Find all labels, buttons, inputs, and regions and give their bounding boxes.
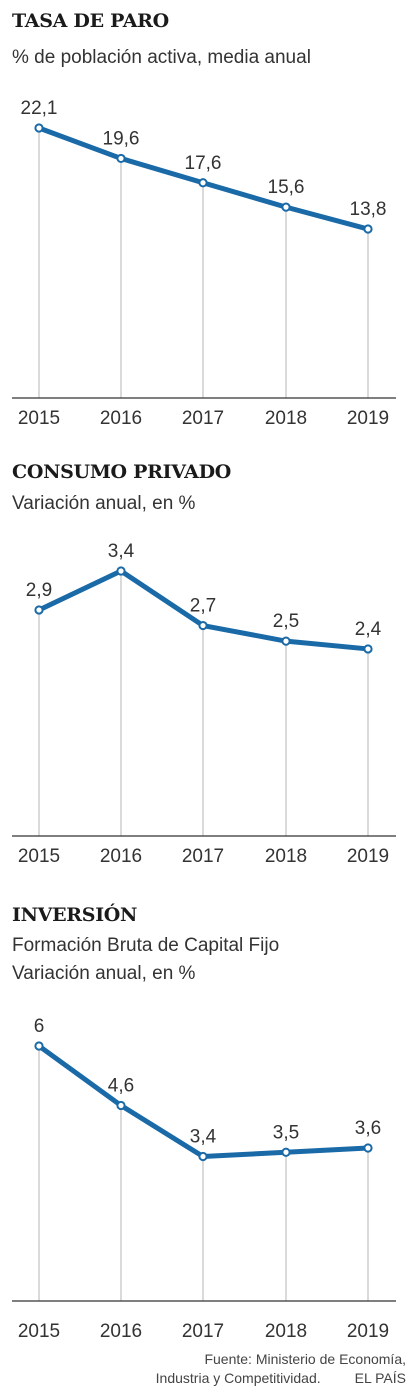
x-tick-label-2017: 2017 <box>182 846 224 867</box>
chart-title-private-consumption: CONSUMO PRIVADO <box>12 461 232 483</box>
data-point-2019 <box>363 644 373 654</box>
data-label-2015: 2,9 <box>26 580 52 601</box>
x-tick-label-2017: 2017 <box>182 408 224 429</box>
x-tick-label-2017: 2017 <box>182 1321 224 1342</box>
data-point-2017 <box>198 178 208 188</box>
data-label-2019: 2,4 <box>355 619 382 640</box>
data-point-2018 <box>281 1147 291 1157</box>
data-point-2017 <box>198 1151 208 1162</box>
data-point-2018 <box>281 636 291 646</box>
x-tick-label-2018: 2018 <box>265 1321 307 1342</box>
data-point-2015 <box>34 123 44 133</box>
data-label-2018: 2,5 <box>273 611 299 632</box>
data-label-2015: 6 <box>34 1016 45 1037</box>
data-label-2019: 3,6 <box>355 1118 381 1139</box>
data-label-2017: 3,4 <box>190 1127 217 1148</box>
chart-subtitle-investment-line1: Formación Bruta de Capital Fijo <box>12 935 280 956</box>
data-point-2018 <box>281 202 291 212</box>
x-tick-label-2019: 2019 <box>347 1321 389 1342</box>
data-label-2017: 17,6 <box>185 153 222 174</box>
investment-line-chart: 6 4,6 3,4 3,5 3,6 2015 2016 2017 2018 2019 <box>12 1016 396 1342</box>
data-point-2015 <box>34 1041 44 1051</box>
data-label-2018: 3,5 <box>273 1122 299 1143</box>
publisher-credit: EL PAÍS <box>354 1370 406 1386</box>
data-point-2015 <box>34 605 44 615</box>
chart-subtitle-unemployment: % de población activa, media anual <box>12 47 311 68</box>
data-label-2019: 13,8 <box>350 199 387 220</box>
x-tick-label-2016: 2016 <box>100 1321 142 1342</box>
data-point-2016 <box>116 1100 126 1111</box>
source-line2-row: Industria y Competitividad. EL PAÍS <box>156 1369 406 1388</box>
data-point-2016 <box>116 566 126 576</box>
data-label-2015: 22,1 <box>21 98 58 119</box>
x-tick-label-2019: 2019 <box>347 846 389 867</box>
x-tick-label-2019: 2019 <box>347 408 389 429</box>
data-point-2017 <box>198 620 208 631</box>
x-tick-label-2016: 2016 <box>100 408 142 429</box>
x-tick-label-2018: 2018 <box>265 408 307 429</box>
data-label-2017: 2,7 <box>190 596 216 617</box>
data-label-2018: 15,6 <box>268 177 305 198</box>
private-consumption-line-chart: 2,9 3,4 2,7 2,5 2,4 2015 2016 2017 2018 2019 <box>12 541 396 867</box>
x-tick-label-2015: 2015 <box>18 408 60 429</box>
x-tick-label-2018: 2018 <box>265 846 307 867</box>
data-point-2019 <box>363 1143 373 1153</box>
data-point-2016 <box>116 153 126 164</box>
data-label-2016: 19,6 <box>103 128 140 149</box>
chart-title-unemployment: TASA DE PARO <box>12 10 169 32</box>
data-label-2016: 3,4 <box>108 541 135 562</box>
chart-subtitle-investment-line2: Variación anual, en % <box>12 963 196 984</box>
x-tick-label-2015: 2015 <box>18 1321 60 1342</box>
source-text-line2: Industria y Competitividad. <box>155 1370 321 1386</box>
source-footer: Fuente: Ministerio de Economía, Industri… <box>156 1350 406 1388</box>
chart-title-investment: INVERSIÓN <box>12 904 138 926</box>
x-tick-label-2016: 2016 <box>100 846 142 867</box>
x-tick-label-2015: 2015 <box>18 846 60 867</box>
data-point-2019 <box>363 224 373 234</box>
source-text-line1: Fuente: Ministerio de Economía, <box>204 1351 406 1367</box>
unemployment-line-chart: 22,1 19,6 17,6 15,6 13,8 2015 2016 2017 2018 2019 <box>12 98 396 429</box>
data-label-2016: 4,6 <box>108 1076 134 1097</box>
chart-subtitle-private-consumption: Variación anual, en % <box>12 493 196 514</box>
